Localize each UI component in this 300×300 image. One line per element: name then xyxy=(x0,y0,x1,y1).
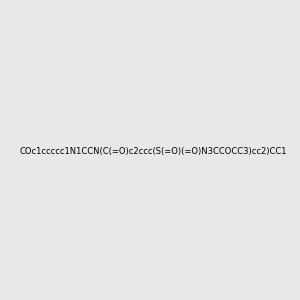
Text: COc1ccccc1N1CCN(C(=O)c2ccc(S(=O)(=O)N3CCOCC3)cc2)CC1: COc1ccccc1N1CCN(C(=O)c2ccc(S(=O)(=O)N3CC… xyxy=(20,147,287,156)
